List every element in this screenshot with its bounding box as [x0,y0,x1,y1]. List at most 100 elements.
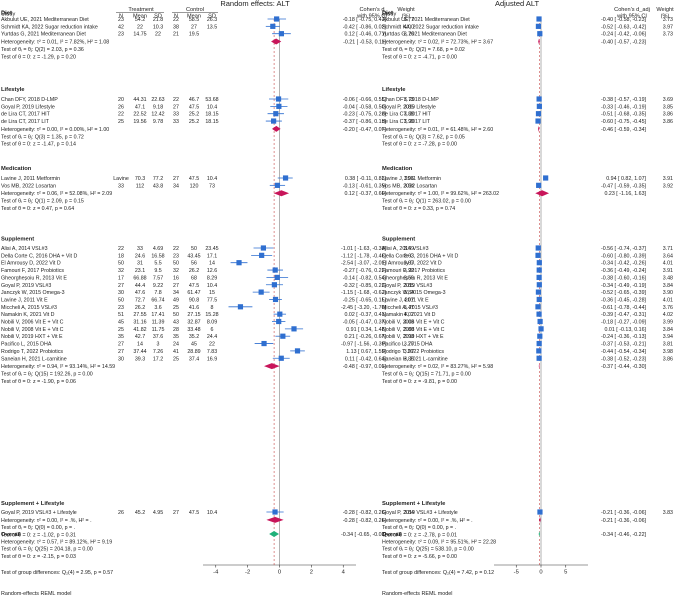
study-weight: 3.86 [663,119,673,125]
subgroup-heterogeneity: Heterogeneity: τ² = 0.00, I² = .%, H² = … [382,518,473,524]
study-effect-marker [535,304,541,310]
study-csd: 8.29 [207,275,217,281]
overall-pooled-diamond [538,531,540,537]
group-header: Supplement + Lifestyle [1,501,65,507]
study-weight: 3.48 [663,275,673,281]
study-effect-ci: -0.27 [ -0.76, 0.22] [343,268,387,274]
subgroup-pooled-diamond [539,516,541,523]
study-effect-marker [536,16,542,22]
study-cn: 34 [173,183,179,189]
study-label: Nobili V, 2008 Vit E + Vit C [1,327,64,333]
study-cn: 22 [173,17,179,23]
header-effect-ci: with 95% CI [356,14,387,20]
study-effect-ci: 0.11 [ -0.42, 0.64] [345,356,387,362]
x-tick-label: 0 [278,570,281,576]
study-cm: 19.5 [189,32,199,38]
study-weight: 3.77 [404,17,414,23]
study-tm: 19.56 [133,119,146,125]
study-label: Rodrigo T, 2022 Probiotics [1,349,63,355]
study-label: Chan DFY, 2018 D-LMP [382,97,439,103]
study-effect-ci: -0.36 [ -0.49, -0.24] [601,268,647,274]
header-effect: Cohen’s d_adj [614,7,650,13]
footnote-model: Random-effects REML model [382,591,452,597]
study-effect-marker [237,304,244,310]
study-tn: 42 [118,24,124,30]
study-tn: 23 [118,305,124,311]
study-effect-ci: -2.45 [ -3.20, -1.70] [341,305,387,311]
study-tsd: 9.22 [153,283,163,289]
header-control-sd: SD [208,14,216,20]
study-label: Yurtdas G, 2021 Mediterranean Diet [1,32,86,38]
study-label: Namakin K, 2021 Vit D [1,312,55,318]
study-tm: 31 [137,261,143,267]
x-tick-label: -5 [514,570,519,576]
header-effect: Cohen's d [359,7,384,13]
study-cm: 68 [191,275,197,281]
study-effect-ci: -0.24 [ -0.42, -0.06] [601,32,647,38]
study-cm: 27 [191,24,197,30]
study-tm: 70.3 [135,176,145,182]
study-effect-marker [277,311,283,317]
subgroup-effect-ci: -0.40 [ -0.57, -0.23] [601,40,647,46]
study-tm: 37.44 [133,349,146,355]
study-label: Vos MB, 2022 Losartan [1,183,56,189]
study-cn: 22 [173,246,179,252]
study-tm: 44.4 [135,283,145,289]
study-cn: 21 [173,32,179,38]
study-tm: 31.16 [133,320,146,326]
study-label: Alisi A, 2014 VSL#3 [382,246,429,252]
study-csd: 13.5 [207,24,217,30]
subgroup-pooled-diamond [272,125,281,132]
study-effect-marker [537,31,543,37]
study-label: de Lira CT, 2017 LIT [382,119,431,125]
group-header: Supplement [1,237,34,243]
study-cm: 47.5 [189,510,199,516]
study-csd: 8 [211,305,214,311]
study-effect-ci: -0.38 [ -0.60, -0.16] [601,275,647,281]
study-effect-ci: 0.21 [ -0.26, 0.67] [344,334,386,340]
study-effect-ci: -1.12 [ -1.78, -0.46] [341,253,387,259]
subgroup-pooled-diamond [271,38,282,45]
study-weight: 3.84 [404,510,414,516]
study-tn: 51 [118,312,124,318]
study-weight: 4.01 [663,261,673,267]
study-cm: 25.2 [189,119,199,125]
header-treatment-n: N [119,14,123,20]
study-effect-marker [535,118,541,124]
study-effect-marker [260,245,267,251]
study-label: Della Corte C, 2016 DHA + Vit D [1,253,77,259]
study-weight: 3.86 [663,356,673,362]
study-cm: 50 [191,246,197,252]
overall-test-note: Test of θᵢ = θⱼ: Q(25) = 538.10, p = 0.0… [382,547,474,553]
study-tsd: 43.8 [153,183,163,189]
study-effect-marker [536,282,542,288]
study-tn: 23 [118,17,124,23]
study-weight: 4.01 [663,297,673,303]
subgroup-effect-ci: -0.20 [ -0.47, 0.07] [343,127,387,133]
subgroup-test-note: Test of θᵢ = θⱼ: Q(2) = 7.68, p = 0.02 [382,47,465,53]
study-effect-marker [535,289,542,295]
study-effect-marker [271,118,277,124]
study-weight: 4.03 [404,320,414,326]
study-cm: 25.2 [189,112,199,118]
study-effect-marker [271,282,277,288]
study-tn: 20 [118,97,124,103]
study-cn: 50 [173,261,179,267]
study-effect-marker [276,318,282,325]
study-effect-marker [537,509,543,515]
subgroup-pooled-diamond [538,363,540,370]
header-control-mean: Mean [187,14,201,20]
study-weight: 3.98 [663,349,673,355]
study-tn: 27 [118,349,124,355]
study-cm: 46.7 [189,97,199,103]
study-effect-ci: 1.13 [ 0.67, 1.59] [346,349,386,355]
study-weight: 3.73 [404,97,414,103]
study-effect-ci: -0.37 [ -0.53, -0.21] [601,342,647,348]
study-effect-marker [536,182,542,188]
study-effect-ci: -0.21 [ -0.36, -0.06] [601,510,647,516]
study-weight: 3.85 [404,104,414,110]
subgroup-effect-ci: -0.21 [ -0.36, -0.06] [601,518,647,524]
study-csd: 10.4 [207,510,217,516]
overall-header: Overall [382,532,402,538]
study-effect-ci: 0.12 [ -0.46, 0.71] [344,32,386,38]
